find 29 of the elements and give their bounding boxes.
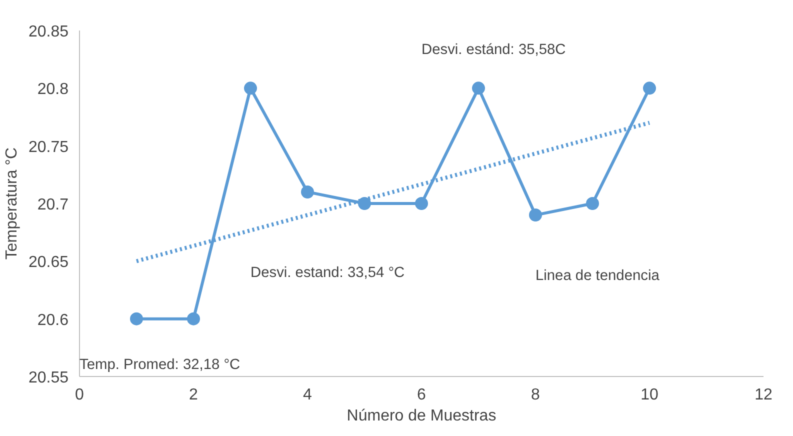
x-tick-label: 12 — [754, 386, 772, 404]
y-tick-label: 20.55 — [28, 370, 69, 386]
point — [415, 197, 428, 210]
y-tick-label: 20.65 — [28, 254, 69, 272]
annotation: Desvi. estand: 33,54 °C — [250, 264, 406, 281]
annotation: Temp. Promed: 32,18 °C — [80, 357, 241, 374]
point — [472, 82, 485, 95]
y-tick-label: 20.75 — [28, 138, 69, 156]
point — [244, 82, 257, 95]
point — [130, 312, 143, 326]
x-tick-label: 0 — [75, 386, 84, 404]
x-tick-label: 4 — [303, 386, 312, 404]
point — [643, 82, 656, 95]
y-tick-label: 20.85 — [28, 24, 69, 40]
y-tick-label: 20.6 — [37, 312, 69, 329]
x-tick-label: 8 — [531, 386, 540, 404]
x-tick-label: 2 — [189, 386, 198, 404]
x-tick-label: 6 — [417, 386, 426, 404]
annotation: Desvi. estánd: 35,58C — [422, 42, 566, 58]
point — [529, 208, 542, 222]
x-axis-title: Número de Muestras — [346, 408, 496, 424]
point — [301, 185, 314, 198]
point — [187, 312, 200, 326]
y-axis-title: Temperatura °C — [3, 147, 20, 260]
point — [586, 197, 599, 210]
y-tick-label: 20.7 — [37, 196, 69, 214]
annotation: Linea de tendencia — [536, 268, 660, 284]
x-tick-label: 10 — [640, 386, 658, 404]
y-tick-label: 20.8 — [37, 81, 69, 98]
